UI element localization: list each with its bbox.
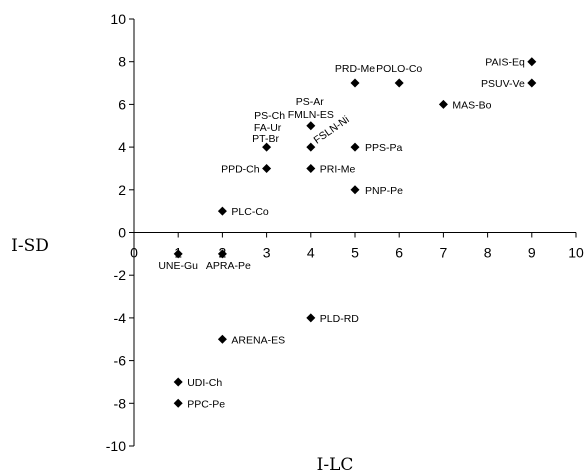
x-tick-label: 10 <box>568 245 584 261</box>
point-label: PSUV-Ve <box>481 78 525 90</box>
y-tick-label: -6 <box>114 353 127 369</box>
point-label: PT-Br <box>252 133 279 145</box>
point-label: PS-Ch <box>254 110 285 122</box>
point-label: POLO-Co <box>376 63 422 75</box>
data-point <box>306 121 316 131</box>
y-axis-title: I-SD <box>11 236 49 256</box>
point-label: PLD-RD <box>320 313 360 325</box>
y-tick-label: 10 <box>110 11 126 27</box>
point-label: FA-Ur <box>254 122 282 134</box>
point-label: MAS-Bo <box>452 99 491 111</box>
data-point <box>350 78 360 88</box>
y-tick-label: -4 <box>114 310 127 326</box>
y-tick-label: 2 <box>118 182 126 198</box>
data-point <box>394 78 404 88</box>
data-point <box>262 163 272 173</box>
point-label: APRA-Pe <box>206 260 251 272</box>
data-point <box>350 142 360 152</box>
point-label: PPC-Pe <box>187 398 225 410</box>
x-tick-label: 0 <box>130 245 138 261</box>
point-label: ARENA-ES <box>231 334 285 346</box>
point-label: PRD-Me <box>335 63 375 75</box>
data-point <box>173 377 183 387</box>
point-label: PAIS-Eq <box>485 57 525 69</box>
data-point <box>527 78 537 88</box>
data-point <box>306 142 316 152</box>
point-label: UDI-Ch <box>187 377 222 389</box>
point-label: PRI-Me <box>320 163 356 175</box>
y-tick-label: 0 <box>118 225 126 241</box>
data-point <box>527 57 537 67</box>
data-point <box>350 185 360 195</box>
data-point <box>262 142 272 152</box>
data-point <box>306 163 316 173</box>
point-label: PNP-Pe <box>365 185 403 197</box>
x-tick-label: 8 <box>484 245 492 261</box>
y-tick-label: 8 <box>118 54 126 70</box>
point-label: PPS-Pa <box>365 142 403 154</box>
data-point <box>217 206 227 216</box>
x-tick-label: 3 <box>263 245 271 261</box>
point-label: PLC-Co <box>231 206 269 218</box>
data-points <box>173 57 537 408</box>
data-point <box>173 398 183 408</box>
axes <box>129 18 577 447</box>
data-point <box>173 249 183 259</box>
y-tick-label: 6 <box>118 96 126 112</box>
data-point <box>306 313 316 323</box>
y-tick-label: -8 <box>114 395 127 411</box>
point-label: PS-Ar <box>296 96 325 108</box>
point-label: FMLN-ES <box>288 109 334 121</box>
point-label: PPD-Ch <box>221 163 260 175</box>
x-tick-label: 7 <box>440 245 448 261</box>
x-tick-label: 4 <box>307 245 315 261</box>
point-label: UNE-Gu <box>158 260 198 272</box>
x-tick-label: 9 <box>528 245 536 261</box>
y-tick-label: -10 <box>106 438 126 454</box>
x-axis-title: I-LC <box>317 455 354 475</box>
x-tick-label: 5 <box>351 245 359 261</box>
y-tick-label: -2 <box>114 267 127 283</box>
y-tick-label: 4 <box>118 139 126 155</box>
point-labels: UNE-Gu APRA-Pe PLC-Co PPD-Ch PS-ChFA-UrPT-Br… <box>158 57 525 411</box>
data-point <box>217 249 227 259</box>
data-point <box>438 99 448 109</box>
x-tick-label: 6 <box>395 245 403 261</box>
data-point <box>217 334 227 344</box>
